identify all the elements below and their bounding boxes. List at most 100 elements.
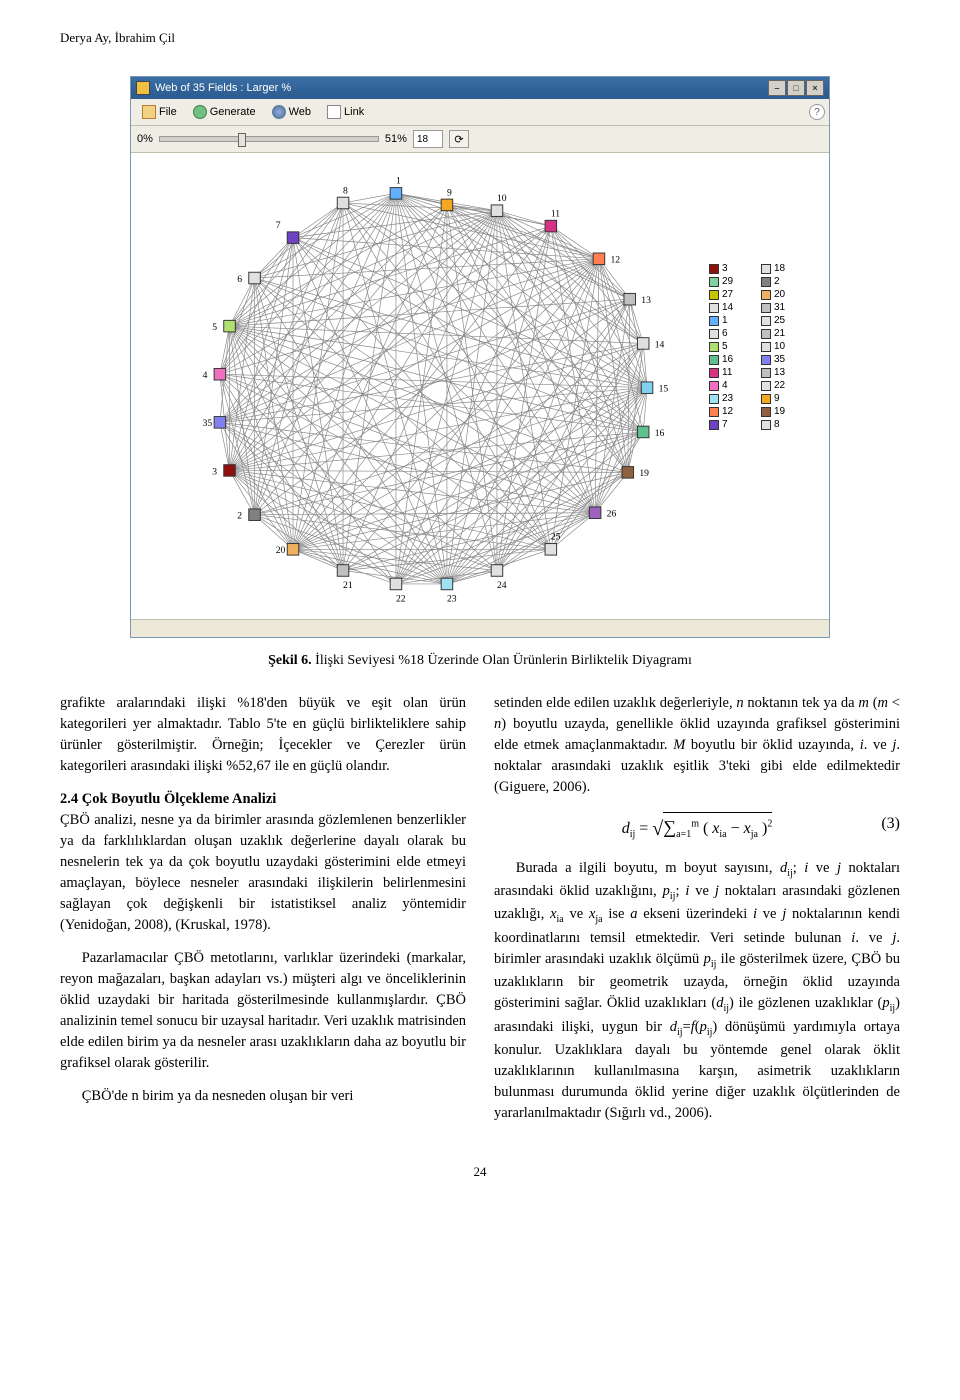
legend-item: 29	[709, 276, 757, 287]
left-column: grafikte aralarındaki ilişki %18'den büy…	[60, 693, 466, 1137]
legend-swatch	[709, 420, 719, 430]
text: ) ile gözlenen uzaklıklar (	[729, 995, 882, 1011]
threshold-slider[interactable]	[159, 136, 379, 142]
svg-text:21: 21	[343, 580, 353, 591]
legend-swatch	[761, 277, 771, 287]
legend-label: 11	[722, 367, 732, 378]
legend-item: 8	[761, 419, 809, 430]
paragraph: Pazarlamacılar ÇBÖ metotlarını, varlıkla…	[60, 948, 466, 1074]
text: ve	[808, 860, 837, 876]
legend-item: 6	[709, 328, 757, 339]
generate-button[interactable]: Generate	[186, 102, 263, 122]
legend-swatch	[761, 290, 771, 300]
link-label: Link	[344, 106, 364, 118]
threshold-row: 0% 51% ⟳	[131, 126, 829, 153]
legend-label: 21	[774, 328, 785, 339]
equation: dij = √∑a=1m ( xia − xja )2 (3)	[494, 812, 900, 844]
svg-text:6: 6	[237, 274, 242, 285]
file-button[interactable]: File	[135, 102, 184, 122]
legend-item: 16	[709, 354, 757, 365]
legend-swatch	[761, 368, 771, 378]
network-graph: 1891011712613514415163531922021222324252…	[141, 163, 699, 609]
body-columns: grafikte aralarındaki ilişki %18'den büy…	[60, 693, 900, 1137]
svg-text:24: 24	[497, 580, 507, 591]
text: . ve	[864, 737, 893, 753]
legend-swatch	[709, 303, 719, 313]
legend-swatch	[709, 394, 719, 404]
threshold-input[interactable]	[413, 130, 443, 148]
text: boyutlu bir öklid uzayında,	[685, 737, 859, 753]
refresh-button[interactable]: ⟳	[449, 130, 469, 148]
legend-item: 1	[709, 315, 757, 326]
legend-label: 35	[774, 354, 785, 365]
legend-item: 5	[709, 341, 757, 352]
web-button[interactable]: Web	[265, 102, 318, 122]
titlebar: Web of 35 Fields : Larger % – □ ×	[131, 77, 829, 99]
legend-label: 19	[774, 406, 785, 417]
legend-item: 11	[709, 367, 757, 378]
legend-label: 4	[722, 380, 728, 391]
svg-text:35: 35	[203, 418, 213, 429]
legend-item: 9	[761, 393, 809, 404]
paragraph: ÇBÖ'de n birim ya da nesneden oluşan bir…	[60, 1086, 466, 1107]
legend-item: 18	[761, 263, 809, 274]
legend-swatch	[709, 407, 719, 417]
legend-swatch	[709, 264, 719, 274]
text: . ve	[855, 930, 892, 946]
help-button[interactable]: ?	[809, 104, 825, 120]
figure-caption: Şekil 6. İlişki Seviyesi %18 Üzerinde Ol…	[60, 653, 900, 669]
text: ise	[603, 906, 631, 922]
link-button[interactable]: Link	[320, 102, 371, 122]
legend-label: 1	[722, 315, 728, 326]
web-label: Web	[289, 106, 311, 118]
legend-swatch	[761, 394, 771, 404]
legend-swatch	[761, 303, 771, 313]
generate-icon	[193, 105, 207, 119]
window-title: Web of 35 Fields : Larger %	[155, 82, 291, 94]
svg-text:12: 12	[610, 255, 620, 266]
file-icon	[142, 105, 156, 119]
legend-item: 19	[761, 406, 809, 417]
canvas: 1891011712613514415163531922021222324252…	[131, 153, 829, 619]
toolbar: File Generate Web Link ?	[131, 99, 829, 126]
legend-swatch	[761, 355, 771, 365]
equation-number: (3)	[881, 812, 900, 835]
legend-label: 9	[774, 393, 780, 404]
legend-swatch	[761, 316, 771, 326]
legend-item: 23	[709, 393, 757, 404]
svg-text:16: 16	[655, 428, 665, 439]
legend-label: 23	[722, 393, 733, 404]
legend-item: 21	[761, 328, 809, 339]
generate-label: Generate	[210, 106, 256, 118]
legend-swatch	[709, 368, 719, 378]
close-icon[interactable]: ×	[806, 80, 824, 96]
legend: 3182922720143112562151016351113422239121…	[709, 163, 819, 609]
legend-label: 27	[722, 289, 733, 300]
legend-label: 12	[722, 406, 733, 417]
minimize-icon[interactable]: –	[768, 80, 786, 96]
svg-text:20: 20	[276, 545, 286, 556]
legend-swatch	[709, 342, 719, 352]
svg-text:2: 2	[237, 511, 242, 522]
window-controls: – □ ×	[768, 80, 824, 96]
slider-thumb[interactable]	[238, 133, 246, 147]
legend-label: 6	[722, 328, 728, 339]
legend-item: 3	[709, 263, 757, 274]
caption-text: İlişki Seviyesi %18 Üzerinde Olan Ürünle…	[315, 653, 692, 668]
file-label: File	[159, 106, 177, 118]
app-icon	[136, 81, 150, 95]
legend-swatch	[761, 342, 771, 352]
legend-label: 5	[722, 341, 728, 352]
paragraph: 2.4 Çok Boyutlu Ölçekleme Analizi ÇBÖ an…	[60, 789, 466, 936]
svg-text:9: 9	[447, 187, 452, 198]
legend-item: 10	[761, 341, 809, 352]
screenshot-window: Web of 35 Fields : Larger % – □ × File G…	[130, 76, 830, 638]
legend-item: 4	[709, 380, 757, 391]
right-column: setinden elde edilen uzaklık değerleriyl…	[494, 693, 900, 1137]
legend-label: 29	[722, 276, 733, 287]
legend-label: 14	[722, 302, 733, 313]
maximize-icon[interactable]: □	[787, 80, 805, 96]
svg-text:22: 22	[396, 593, 406, 604]
svg-text:8: 8	[343, 185, 348, 196]
legend-swatch	[761, 329, 771, 339]
